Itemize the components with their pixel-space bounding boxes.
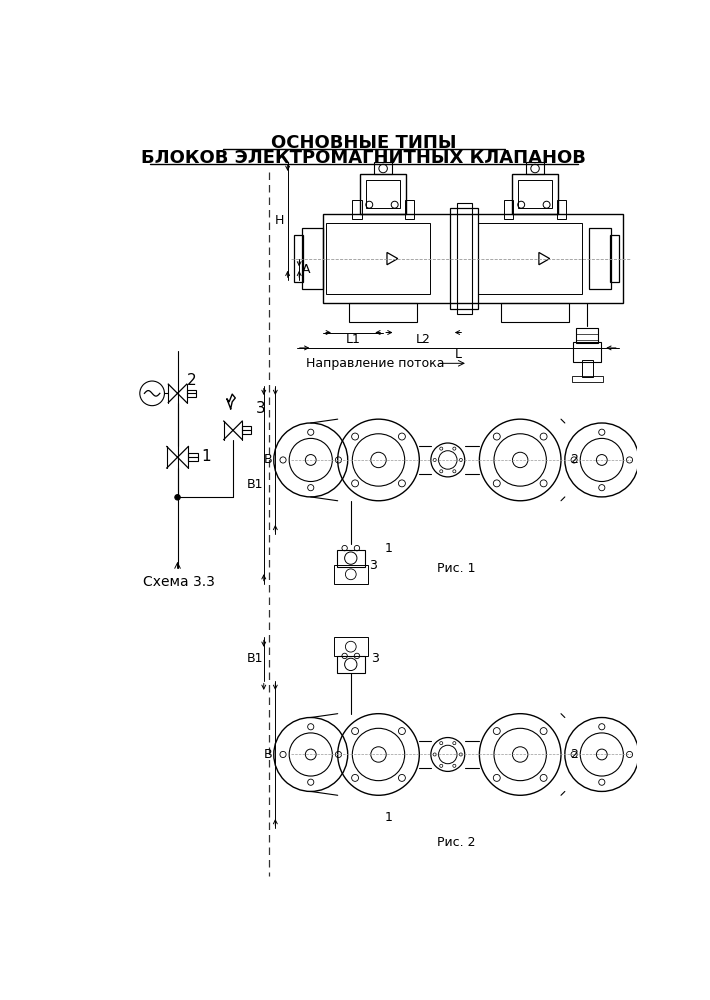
Text: H: H [275,214,284,227]
Bar [188,453,198,461]
Text: B: B [263,748,272,761]
Text: 3: 3 [371,652,378,666]
Bar [352,200,361,219]
Text: ОСНОВНЫЕ ТИПЫ: ОСНОВНЫЕ ТИПЫ [271,134,457,152]
Bar [518,180,552,208]
Text: B1: B1 [246,652,263,666]
Bar [457,203,472,314]
Bar [242,426,251,434]
Text: 1: 1 [202,449,211,464]
Bar [573,342,601,362]
Bar [187,389,196,397]
Text: 1: 1 [385,811,393,824]
Text: 1: 1 [385,542,393,555]
Text: Рис. 1: Рис. 1 [437,562,476,575]
Bar [572,376,603,382]
Text: 2: 2 [187,373,196,388]
Text: A: A [302,263,310,276]
Text: 3: 3 [369,559,377,572]
Bar [323,214,623,303]
Bar [337,550,365,567]
Bar [478,223,582,294]
Text: 2: 2 [570,453,578,466]
Text: 3: 3 [256,401,266,416]
Circle shape [175,495,180,500]
Text: БЛОКОВ ЭЛЕКТРОМАГНИТНЫХ КЛАПАНОВ: БЛОКОВ ЭЛЕКТРОМАГНИТНЫХ КЛАПАНОВ [141,149,586,167]
Bar [349,303,417,322]
Text: L2: L2 [416,333,431,346]
Bar [526,162,545,174]
Bar [360,174,406,214]
Bar [501,303,569,322]
Bar [405,200,414,219]
Bar [557,200,566,219]
Bar [334,637,368,656]
Bar [294,235,303,282]
Bar [334,565,368,584]
Text: Направление потока: Направление потока [306,357,444,370]
Bar [337,656,365,673]
Bar [609,235,618,282]
Bar [374,162,393,174]
Bar [512,174,558,214]
Bar [366,180,400,208]
Text: B1: B1 [246,478,263,491]
Bar [326,223,430,294]
Bar [581,360,593,377]
Bar [450,208,478,309]
Text: 2: 2 [570,748,578,761]
Bar [589,228,611,289]
Bar [504,200,513,219]
Text: Схема 3.3: Схема 3.3 [143,575,214,589]
Bar [302,228,323,289]
Text: Рис. 2: Рис. 2 [437,836,476,849]
Text: L1: L1 [346,333,361,346]
Bar [577,328,598,343]
Text: L: L [454,348,462,361]
Text: B: B [263,453,272,466]
